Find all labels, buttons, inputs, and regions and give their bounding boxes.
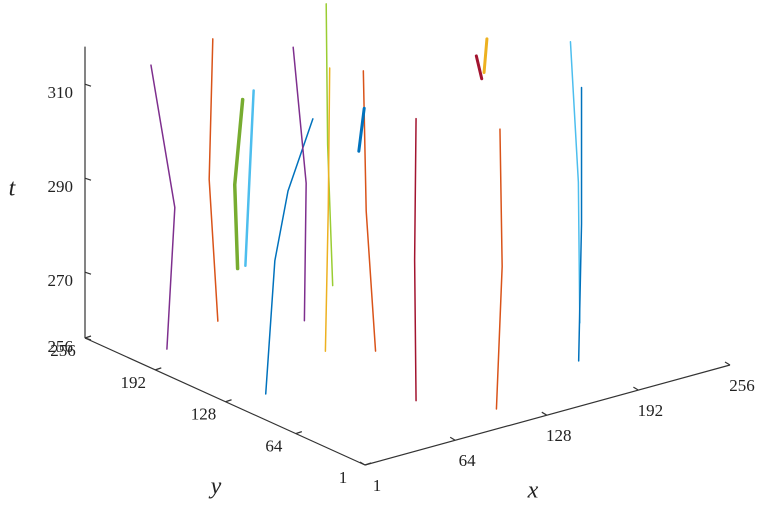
track	[569, 41, 581, 324]
track	[325, 3, 334, 287]
t-axis-label: t	[9, 176, 17, 202]
x-tick	[633, 386, 639, 391]
x-tick-label: 128	[546, 426, 572, 445]
x-tick-label: 256	[729, 376, 755, 395]
x-axis-label: x	[527, 478, 539, 504]
track	[413, 117, 417, 402]
track	[208, 38, 219, 322]
y-tick-label: 64	[265, 437, 283, 456]
t-tick-label: 256	[48, 337, 74, 356]
y-tick	[155, 367, 162, 371]
track	[362, 70, 377, 352]
t-tick-label: 290	[48, 177, 74, 196]
track	[292, 46, 307, 322]
x-tick	[449, 436, 456, 441]
y-tick-label: 1	[339, 468, 348, 487]
x-tick	[541, 411, 548, 416]
x-tick-label: 1	[373, 476, 382, 495]
t-tick	[84, 177, 92, 181]
y-tick	[225, 399, 232, 403]
track	[482, 37, 489, 75]
y-axis-label: y	[209, 474, 222, 500]
t-tick	[84, 83, 92, 87]
track	[244, 89, 255, 268]
track	[324, 67, 331, 352]
track	[264, 118, 314, 395]
x-tick	[724, 361, 731, 366]
x-tick-label: 192	[638, 401, 664, 420]
t-tick-label: 270	[48, 271, 74, 290]
y-tick-label: 256	[50, 341, 76, 360]
t-tick	[84, 271, 92, 275]
y-tick	[295, 431, 303, 435]
x-axis	[364, 364, 731, 466]
track	[150, 64, 176, 350]
y-tick	[364, 462, 372, 466]
y-tick-label: 192	[121, 373, 147, 392]
track	[474, 54, 484, 81]
t-tick-label: 310	[48, 83, 74, 102]
track	[232, 97, 245, 271]
y-tick-label: 128	[191, 405, 217, 424]
y-tick	[84, 335, 92, 339]
track	[495, 128, 503, 410]
track	[357, 106, 366, 153]
x-tick	[359, 461, 366, 466]
y-axis	[84, 337, 366, 466]
x-tick-label: 64	[459, 451, 477, 470]
track	[577, 86, 583, 362]
t-tick	[84, 337, 92, 341]
